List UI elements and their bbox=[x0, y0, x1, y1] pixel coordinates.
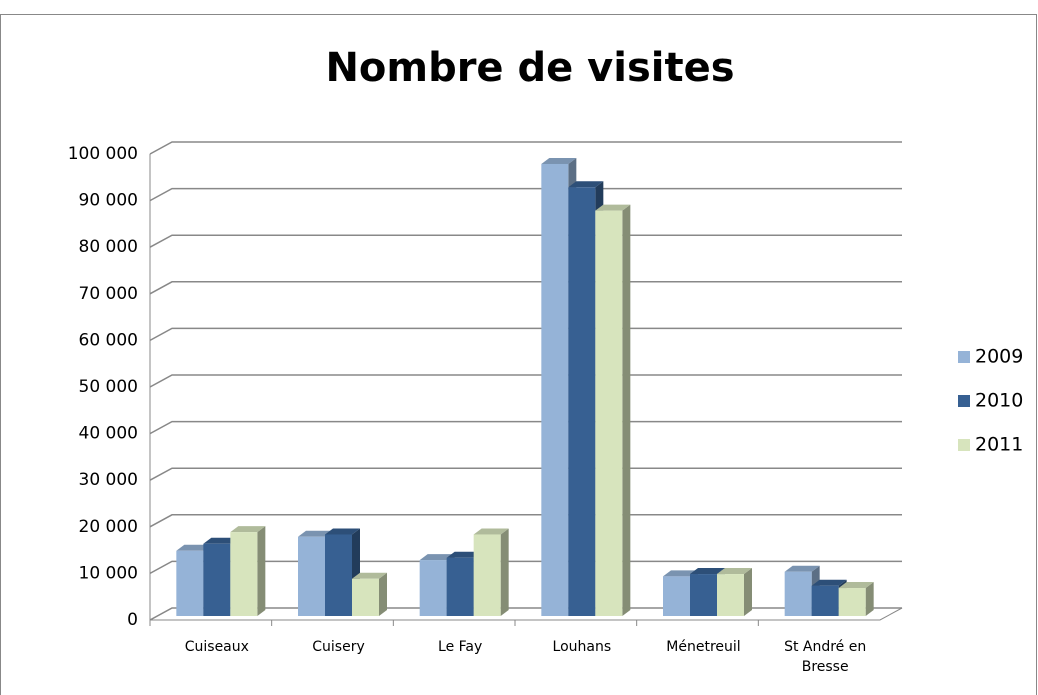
bar-top bbox=[230, 526, 266, 533]
bar-top bbox=[717, 568, 752, 575]
y-tick-label: 80 000 bbox=[79, 237, 138, 257]
bar-top bbox=[176, 544, 212, 551]
y-tick-label: 10 000 bbox=[79, 563, 138, 583]
bar-side bbox=[500, 528, 509, 616]
bar-front bbox=[717, 574, 744, 616]
legend-swatch bbox=[958, 439, 970, 451]
bar-side bbox=[865, 582, 874, 616]
bar-side bbox=[622, 204, 631, 616]
x-tick-label: Cuiseaux bbox=[184, 639, 249, 655]
bar bbox=[473, 528, 509, 616]
legend-swatch bbox=[958, 351, 970, 363]
grid-line bbox=[149, 374, 902, 388]
bar-top bbox=[203, 537, 239, 544]
bar-top bbox=[446, 551, 482, 558]
bar bbox=[595, 204, 631, 616]
bar-top bbox=[663, 570, 698, 577]
bar-side bbox=[744, 568, 752, 616]
bar-top bbox=[838, 582, 874, 589]
bar bbox=[352, 572, 387, 616]
y-tick-label: 70 000 bbox=[79, 284, 138, 304]
bar-front bbox=[595, 210, 623, 616]
bar-top bbox=[784, 565, 820, 572]
x-tick-label: St André en Bresse bbox=[784, 639, 867, 675]
bar-front bbox=[230, 532, 258, 616]
bar-front bbox=[176, 550, 204, 616]
x-tick-label: Cuisery bbox=[312, 639, 365, 655]
grid-line bbox=[149, 141, 902, 155]
grid-line bbox=[149, 560, 902, 575]
y-tick-label: 0 bbox=[127, 610, 138, 630]
bar-front bbox=[298, 536, 325, 616]
bar-top bbox=[419, 554, 455, 561]
bar-top bbox=[541, 157, 577, 164]
bar-front bbox=[352, 578, 379, 616]
bar bbox=[230, 526, 266, 616]
bar-top bbox=[298, 530, 333, 537]
grid-line bbox=[149, 281, 902, 295]
bar-front bbox=[473, 534, 501, 616]
grid-line bbox=[149, 420, 902, 435]
bar-front bbox=[419, 560, 447, 616]
legend-swatch bbox=[958, 395, 970, 407]
y-tick-label: 50 000 bbox=[79, 377, 138, 397]
bar-top bbox=[352, 572, 387, 579]
bar-top bbox=[811, 579, 847, 586]
x-tick-label: Le Fay bbox=[438, 639, 483, 655]
bar bbox=[717, 568, 752, 616]
bar-front bbox=[568, 187, 596, 616]
bar-top bbox=[690, 568, 725, 575]
bar-top bbox=[473, 528, 509, 535]
bar-top bbox=[325, 528, 360, 535]
bar-front bbox=[446, 557, 474, 616]
y-tick-label: 40 000 bbox=[79, 424, 138, 444]
grid-line bbox=[149, 514, 902, 528]
bar bbox=[838, 582, 874, 616]
legend-label: 2011 bbox=[975, 434, 1023, 456]
grid-line bbox=[149, 327, 902, 342]
bar-top bbox=[595, 204, 631, 211]
chart-title: Nombre de visites bbox=[325, 45, 734, 91]
legend-label: 2009 bbox=[975, 346, 1023, 368]
bar-front bbox=[325, 534, 352, 616]
y-tick-label: 90 000 bbox=[79, 191, 138, 211]
chart-border bbox=[0, 14, 1037, 695]
bar-front bbox=[784, 571, 812, 616]
x-tick-label: Louhans bbox=[552, 639, 612, 655]
bar-front bbox=[663, 576, 690, 616]
x-tick-label: Ménetreuil bbox=[666, 639, 741, 655]
y-tick-label: 60 000 bbox=[79, 330, 138, 350]
y-tick-label: 100 000 bbox=[68, 144, 138, 164]
bar-top bbox=[568, 181, 604, 188]
bar-front bbox=[541, 163, 569, 617]
bar-front bbox=[690, 574, 717, 616]
bar-front bbox=[811, 585, 839, 616]
bar-side bbox=[379, 572, 387, 616]
bar-front bbox=[203, 543, 231, 616]
grid-line bbox=[149, 607, 902, 621]
legend-label: 2010 bbox=[975, 390, 1023, 412]
grid-line bbox=[149, 467, 902, 481]
grid-line bbox=[149, 234, 902, 248]
bar-side bbox=[257, 526, 266, 616]
grid-line bbox=[149, 187, 902, 202]
bar-front bbox=[838, 588, 866, 616]
y-tick-label: 30 000 bbox=[79, 470, 138, 490]
y-tick-label: 20 000 bbox=[79, 517, 138, 537]
